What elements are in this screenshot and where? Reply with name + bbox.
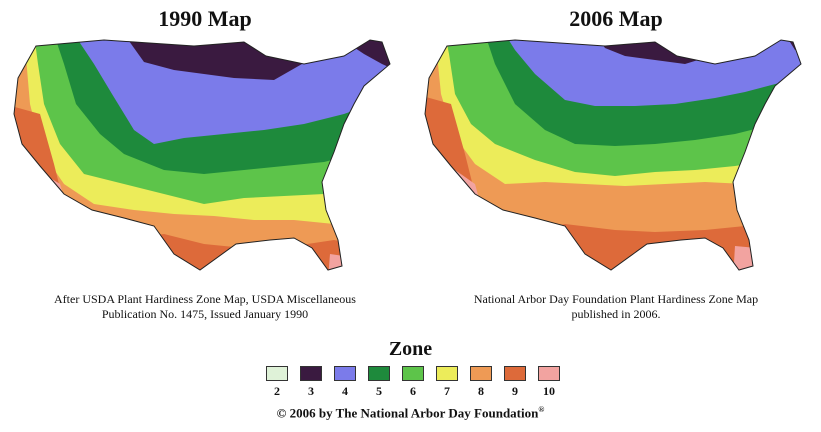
- caption-line: Publication No. 1475, Issued January 199…: [101, 307, 309, 321]
- caption-line: National Arbor Day Foundation Plant Hard…: [473, 292, 759, 306]
- legend-zone-label: 2: [274, 384, 280, 398]
- legend-zone-label: 4: [342, 384, 348, 398]
- map-panel-2006: 2006 Map National Arbor Day Foundation P…: [411, 0, 821, 330]
- legend-swatch: [470, 366, 492, 381]
- legend-swatch: [368, 366, 390, 381]
- legend-zone-label: 3: [308, 384, 314, 398]
- us-zone-map-2006: [424, 39, 802, 271]
- copyright-text: © 2006 by The National Arbor Day Foundat…: [276, 405, 539, 421]
- legend-swatch: [436, 366, 458, 381]
- legend-item-zone-9: 9: [500, 366, 530, 399]
- legend-zone-label: 5: [376, 384, 382, 398]
- map-title-1990: 1990 Map: [158, 6, 252, 31]
- us-zone-map-1990: [13, 39, 391, 271]
- map-caption-1990: After USDA Plant Hardiness Zone Map, USD…: [0, 292, 410, 322]
- legend-zone-label: 10: [543, 384, 555, 398]
- legend-item-zone-8: 8: [466, 366, 496, 399]
- legend-zone-label: 8: [478, 384, 484, 398]
- legend-item-zone-7: 7: [432, 366, 462, 399]
- caption-line: After USDA Plant Hardiness Zone Map, USD…: [54, 292, 356, 306]
- caption-line: published in 2006.: [571, 307, 661, 321]
- legend-zone-label: 7: [444, 384, 450, 398]
- map-caption-2006: National Arbor Day Foundation Plant Hard…: [411, 292, 821, 322]
- legend-item-zone-6: 6: [398, 366, 428, 399]
- legend-swatch: [504, 366, 526, 381]
- legend-item-zone-5: 5: [364, 366, 394, 399]
- legend-item-zone-2: 2: [262, 366, 292, 399]
- registered-mark: ®: [538, 405, 545, 414]
- legend-item-zone-4: 4: [330, 366, 360, 399]
- copyright-notice: © 2006 by The National Arbor Day Foundat…: [0, 405, 821, 421]
- map-title-2006: 2006 Map: [569, 6, 663, 31]
- legend-swatch: [334, 366, 356, 381]
- zone-legend: 2 3 4 5 6 7 8 9 10: [262, 366, 562, 402]
- legend-zone-label: 6: [410, 384, 416, 398]
- legend-zone-label: 9: [512, 384, 518, 398]
- legend-item-zone-10: 10: [534, 366, 564, 399]
- legend-swatch: [300, 366, 322, 381]
- legend-swatch: [538, 366, 560, 381]
- legend-item-zone-3: 3: [296, 366, 326, 399]
- map-panel-1990: 1990 Map After USDA Plant Hardiness Zone…: [0, 0, 410, 330]
- legend-swatch: [402, 366, 424, 381]
- legend-title: Zone: [388, 338, 433, 360]
- legend-swatch: [266, 366, 288, 381]
